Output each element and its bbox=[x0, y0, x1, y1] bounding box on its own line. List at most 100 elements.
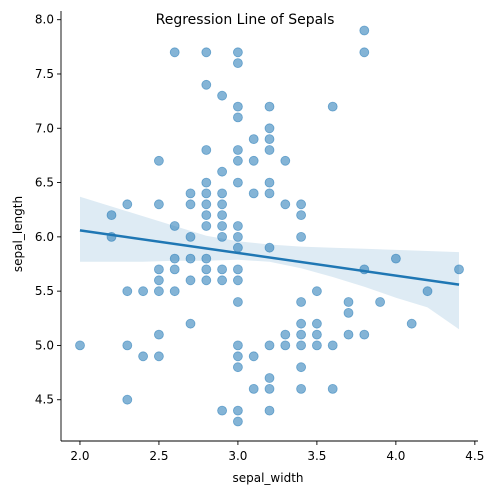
data-point bbox=[217, 231, 228, 242]
data-point bbox=[232, 264, 243, 275]
data-point bbox=[169, 264, 180, 275]
data-point bbox=[343, 329, 354, 340]
data-point bbox=[280, 329, 291, 340]
data-point bbox=[153, 275, 164, 286]
data-point bbox=[264, 188, 275, 199]
data-point bbox=[296, 318, 307, 329]
data-point bbox=[296, 329, 307, 340]
data-point bbox=[280, 155, 291, 166]
data-point bbox=[264, 405, 275, 416]
data-point bbox=[311, 318, 322, 329]
y-axis: 4.5 5.0 5.5 6.0 6.5 7.0 7.5 8.0 bbox=[35, 11, 62, 441]
data-point bbox=[217, 166, 228, 177]
data-point bbox=[153, 199, 164, 210]
data-point bbox=[201, 275, 212, 286]
data-point bbox=[153, 351, 164, 362]
data-point bbox=[375, 297, 386, 307]
x-tick-label: 2.0 bbox=[70, 449, 89, 463]
x-tick-label: 3.5 bbox=[307, 449, 326, 463]
data-point bbox=[359, 47, 370, 58]
data-point bbox=[232, 275, 243, 286]
data-point bbox=[122, 394, 133, 405]
data-point bbox=[122, 340, 133, 351]
data-point bbox=[201, 199, 212, 210]
y-tick-label: 5.5 bbox=[35, 284, 54, 298]
data-point bbox=[264, 101, 275, 112]
data-point bbox=[296, 231, 307, 242]
data-point bbox=[138, 286, 149, 297]
chart-title: Regression Line of Sepals bbox=[156, 12, 335, 28]
data-point bbox=[232, 112, 243, 123]
data-point bbox=[75, 340, 85, 351]
data-point bbox=[296, 210, 307, 221]
y-tick-label: 6.0 bbox=[35, 230, 54, 244]
y-axis-label: sepal_length bbox=[11, 196, 25, 272]
data-point bbox=[359, 25, 370, 36]
data-point bbox=[217, 188, 228, 199]
data-point bbox=[311, 286, 322, 297]
data-point bbox=[122, 286, 133, 297]
data-point bbox=[327, 101, 338, 112]
x-tick-label: 3.0 bbox=[228, 449, 247, 463]
data-point bbox=[153, 264, 164, 275]
data-point bbox=[217, 275, 228, 286]
data-point bbox=[201, 210, 212, 221]
data-point bbox=[264, 134, 275, 145]
data-point bbox=[296, 383, 307, 394]
x-tick-label: 4.5 bbox=[465, 449, 484, 463]
regression-line bbox=[79, 229, 460, 286]
data-point bbox=[217, 264, 228, 275]
data-point bbox=[232, 231, 243, 242]
y-tick-label: 8.0 bbox=[35, 13, 54, 27]
x-tick-label: 4.0 bbox=[386, 449, 405, 463]
data-point bbox=[201, 79, 212, 90]
data-point bbox=[232, 297, 243, 307]
data-point bbox=[232, 242, 243, 253]
data-point bbox=[185, 318, 196, 329]
data-point bbox=[264, 383, 275, 394]
data-point bbox=[248, 188, 259, 199]
data-point bbox=[232, 416, 243, 427]
y-tick-label: 6.5 bbox=[35, 176, 54, 190]
data-point bbox=[217, 210, 228, 221]
x-axis: 2.0 2.5 3.0 3.5 4.0 4.5 bbox=[61, 440, 484, 463]
data-point bbox=[169, 221, 180, 231]
data-point bbox=[390, 253, 401, 264]
data-point bbox=[232, 58, 243, 68]
data-point bbox=[359, 329, 370, 340]
data-point bbox=[217, 405, 228, 416]
x-tick-label: 2.5 bbox=[149, 449, 168, 463]
data-point bbox=[327, 383, 338, 394]
data-point bbox=[232, 221, 243, 231]
data-point bbox=[185, 253, 196, 264]
data-point bbox=[454, 264, 464, 275]
data-point bbox=[264, 145, 275, 155]
data-point bbox=[248, 351, 259, 362]
data-point bbox=[280, 340, 291, 351]
data-point bbox=[201, 177, 212, 188]
data-point bbox=[311, 329, 322, 340]
data-point bbox=[264, 373, 275, 383]
data-point bbox=[422, 286, 433, 297]
data-point bbox=[232, 101, 243, 112]
data-point bbox=[153, 155, 164, 166]
data-point bbox=[153, 329, 164, 340]
x-axis-label: sepal_width bbox=[232, 471, 303, 485]
data-point bbox=[343, 307, 354, 318]
data-point bbox=[201, 221, 212, 231]
data-point bbox=[169, 286, 180, 297]
data-point bbox=[232, 340, 243, 351]
data-point bbox=[248, 383, 259, 394]
data-point bbox=[264, 123, 275, 134]
data-point bbox=[232, 351, 243, 362]
data-point bbox=[232, 405, 243, 416]
data-point bbox=[232, 177, 243, 188]
data-point bbox=[185, 231, 196, 242]
data-point bbox=[201, 264, 212, 275]
data-point bbox=[217, 90, 228, 101]
data-point bbox=[343, 297, 354, 307]
scatter-points bbox=[75, 25, 464, 427]
y-tick-label: 7.0 bbox=[35, 121, 54, 135]
data-point bbox=[264, 242, 275, 253]
data-point bbox=[311, 340, 322, 351]
